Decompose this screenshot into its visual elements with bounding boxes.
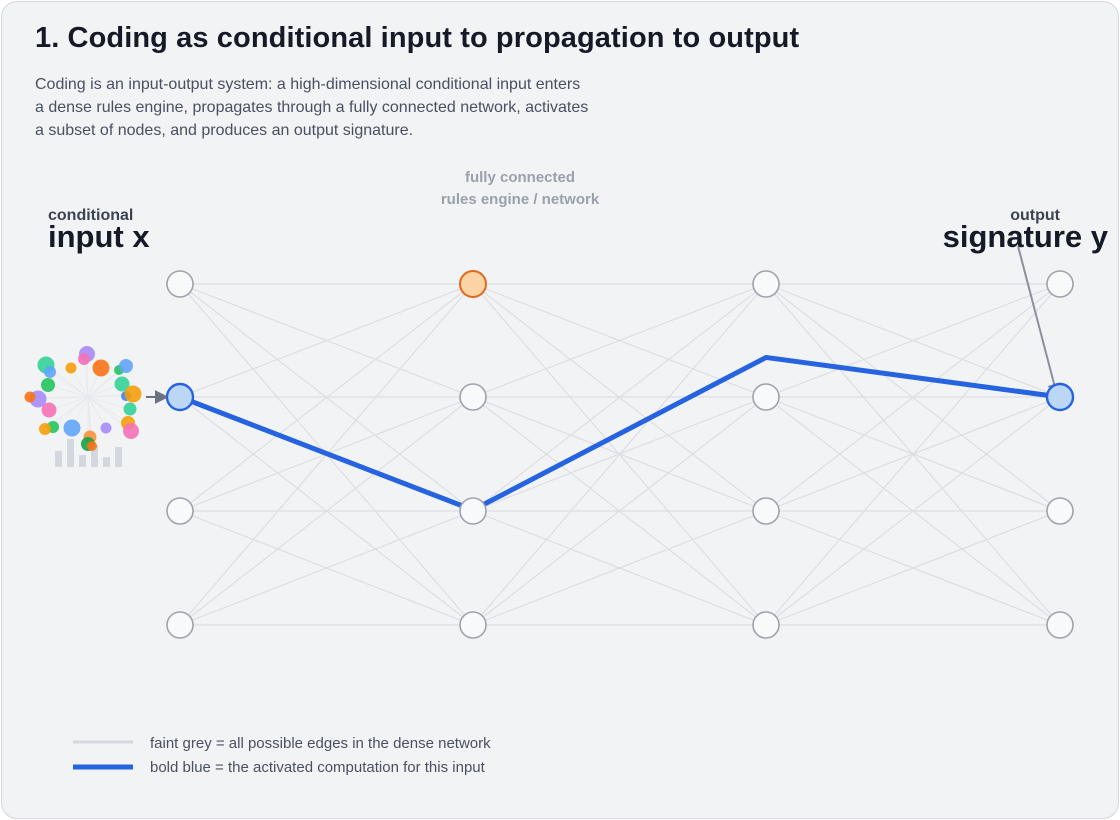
input-feature-dot <box>41 402 57 418</box>
legend-bold-text: bold blue = the activated computation fo… <box>150 759 486 776</box>
network-node <box>166 270 194 298</box>
dense-edge <box>765 283 1061 626</box>
output-arrow <box>1017 245 1061 398</box>
input-spoke <box>87 396 107 429</box>
network-node <box>459 497 487 525</box>
dense-edge <box>765 396 1061 626</box>
dense-edge <box>179 396 474 626</box>
dense-edge <box>179 283 474 398</box>
input-spoke <box>87 396 131 410</box>
network-node <box>166 611 194 639</box>
input-bar <box>67 439 74 467</box>
input-feature-dot <box>44 366 56 378</box>
output-label-small: output <box>1010 207 1060 224</box>
highlighted-node <box>459 270 487 298</box>
output-label-large: signature y <box>943 219 1109 254</box>
input-bar <box>79 455 86 467</box>
dense-edge <box>765 510 1061 626</box>
input-feature-dot <box>123 423 139 439</box>
input-spoke <box>49 371 89 398</box>
dense-edge <box>472 283 767 626</box>
network-label-line: fully connected <box>465 169 575 186</box>
output-node <box>1045 382 1075 412</box>
input-bar <box>55 451 62 467</box>
network-node <box>459 383 487 411</box>
active-path <box>177 354 1063 513</box>
dense-edges <box>179 283 1061 626</box>
dense-edge <box>472 283 767 512</box>
network-node <box>1046 497 1074 525</box>
input-label-small: conditional <box>48 207 133 224</box>
input-label-large: input x <box>48 219 150 254</box>
input-bar <box>115 447 122 467</box>
input-feature-dot <box>39 423 51 435</box>
legend-faint-text: faint grey = all possible edges in the d… <box>150 735 491 752</box>
dense-edge <box>765 283 1061 398</box>
page-title: 1. Coding as conditional input to propag… <box>35 22 800 54</box>
input-spoke <box>52 396 89 428</box>
dense-edge <box>472 510 767 626</box>
input-spoke <box>70 367 89 398</box>
input-feature-dot <box>63 419 81 437</box>
input-feature-dot <box>24 391 36 403</box>
dense-edge <box>472 283 767 398</box>
input-feature-dot <box>119 359 133 373</box>
dense-edge <box>179 283 474 512</box>
input-feature-dot <box>124 385 142 403</box>
input-node <box>165 382 195 412</box>
input-bar <box>103 457 110 467</box>
input-cluster <box>24 346 142 467</box>
input-bar <box>91 445 98 467</box>
input-feature-dot <box>123 402 137 416</box>
dense-edge <box>765 283 1061 512</box>
input-feature-dot <box>92 359 110 377</box>
input-feature-dot <box>100 422 112 434</box>
network-node <box>752 383 780 411</box>
network-label-line: rules engine / network <box>441 191 600 208</box>
input-feature-dot <box>78 353 90 365</box>
input-feature-dot <box>87 441 97 451</box>
dense-edge <box>179 510 474 626</box>
input-spoke <box>83 358 89 398</box>
description-line: a subset of nodes, and produces an outpu… <box>35 122 414 139</box>
network-node <box>752 497 780 525</box>
dense-edge <box>472 396 767 626</box>
network-nodes <box>165 270 1075 639</box>
input-feature-dot <box>41 378 55 392</box>
input-feature-dot <box>65 362 77 374</box>
description: Coding is an input-output system: a high… <box>35 73 685 142</box>
network-node <box>459 611 487 639</box>
network-node <box>1046 611 1074 639</box>
network-node <box>1046 270 1074 298</box>
description-line: a dense rules engine, propagates through… <box>35 99 589 116</box>
network-node <box>752 611 780 639</box>
input-spoke <box>87 396 129 424</box>
description-line: Coding is an input-output system: a high… <box>35 76 581 93</box>
network-node <box>752 270 780 298</box>
network-node <box>166 497 194 525</box>
input-feature-dot <box>114 376 130 392</box>
